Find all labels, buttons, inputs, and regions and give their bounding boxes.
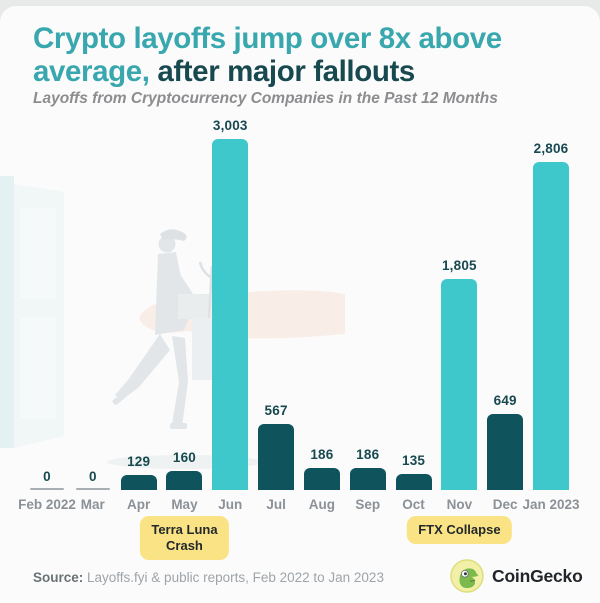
bar-value-label-feb-2022: 0 (43, 469, 51, 484)
x-axis-label-oct: Oct (402, 497, 425, 512)
bar-value-label-mar: 0 (88, 469, 97, 484)
coingecko-brand: CoinGecko (450, 559, 583, 593)
x-axis-label-nov: Nov (446, 497, 473, 512)
x-axis-label-aug: Aug (308, 497, 336, 512)
bar-value-label-aug: 186 (310, 447, 334, 462)
bar-sep (349, 468, 386, 490)
bar-dec (487, 414, 524, 490)
bar-jul (258, 424, 295, 490)
bar-value-label-nov: 1,805 (441, 258, 477, 273)
bar-jun (212, 139, 249, 490)
x-axis-label-jul: Jul (266, 497, 286, 512)
bar-oct (395, 474, 432, 490)
bar-may (166, 471, 203, 490)
zero-bar-feb-2022 (30, 487, 64, 490)
source-label: Source: (33, 570, 84, 585)
x-axis-label-dec: Dec (492, 497, 518, 512)
x-axis-label-jan-2023: Jan 2023 (522, 497, 580, 512)
x-axis-label-apr: Apr (127, 497, 151, 512)
title-accent-line1: Crypto layoffs jump over 8x above (33, 22, 502, 55)
bar-aug (303, 468, 340, 490)
title-accent-line2: average, (33, 55, 150, 88)
annotation-terra-luna-crash: Terra Luna Crash (140, 516, 229, 560)
page-title: Crypto layoffs jump over 8x above average… (33, 22, 584, 88)
source-text: Layoffs.fyi & public reports, Feb 2022 t… (83, 570, 384, 585)
annotation-ftx-collapse: FTX Collapse (407, 516, 512, 544)
x-axis-label-jun: Jun (218, 497, 243, 512)
bar-value-label-sep: 186 (356, 447, 380, 462)
bar-value-label-dec: 649 (493, 393, 517, 408)
x-axis-label-mar: Mar (80, 497, 105, 512)
bar-nov (441, 279, 478, 490)
title-dark-part: after major fallouts (149, 55, 415, 88)
x-axis-label-sep: Sep (355, 497, 381, 512)
bar-value-label-jul: 567 (264, 403, 288, 418)
source-note: Source: Layoffs.fyi & public reports, Fe… (33, 570, 384, 585)
bar-value-label-jun: 3,003 (212, 118, 248, 133)
bar-value-label-oct: 135 (401, 453, 426, 468)
chart-subtitle: Layoffs from Cryptocurrency Companies in… (33, 90, 498, 107)
bar-apr (120, 475, 157, 490)
card-background (0, 6, 600, 603)
bar-value-label-jan-2023: 2,806 (533, 141, 569, 156)
x-axis-label-feb-2022: Feb 2022 (18, 497, 76, 512)
x-axis-label-may: May (171, 497, 198, 512)
brand-name: CoinGecko (492, 565, 583, 586)
zero-bar-mar (75, 487, 110, 490)
bar-jan-2023 (533, 162, 570, 490)
coingecko-logo-icon (450, 559, 484, 593)
